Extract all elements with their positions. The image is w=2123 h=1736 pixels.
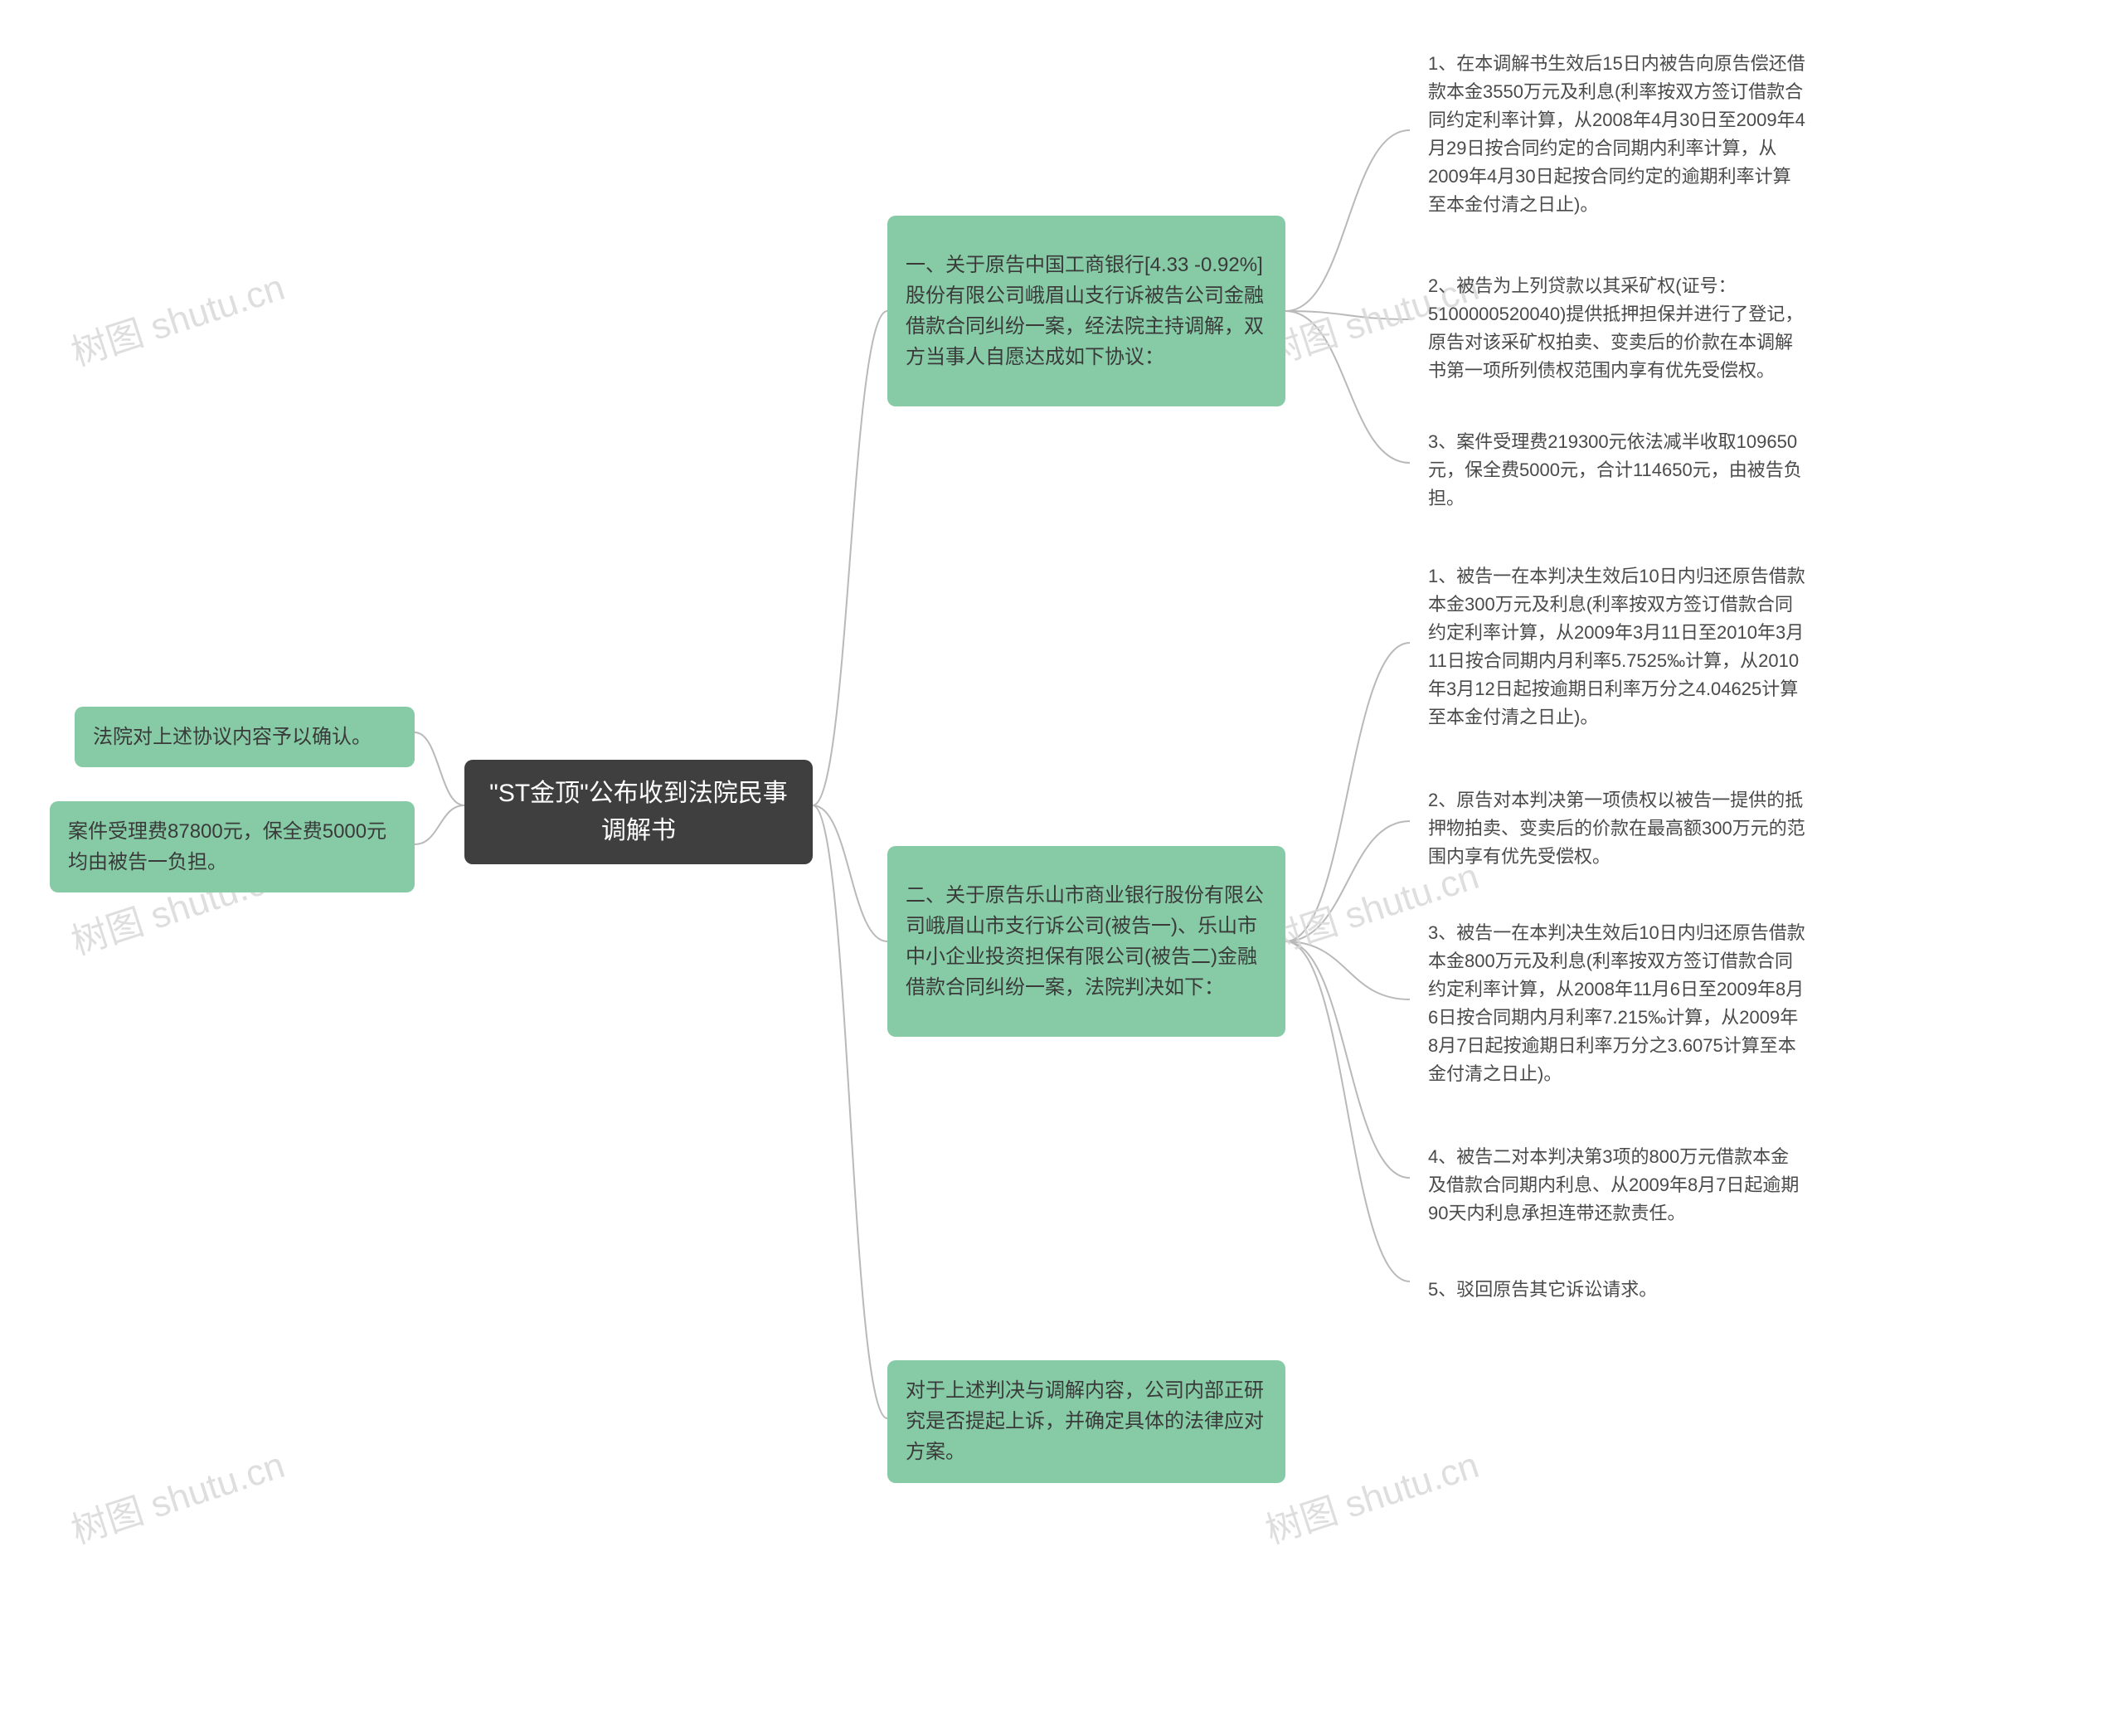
left-branch-2[interactable]: 案件受理费87800元，保全费5000元均由被告一负担。 [50,801,415,892]
leaf-1-2[interactable]: 2、被告为上列贷款以其采矿权(证号：5100000520040)提供抵押担保并进… [1410,257,1824,400]
right-branch-2[interactable]: 二、关于原告乐山市商业银行股份有限公司峨眉山市支行诉公司(被告一)、乐山市中小企… [887,846,1285,1037]
leaf-2-5[interactable]: 5、驳回原告其它诉讼请求。 [1410,1261,1824,1319]
root-node[interactable]: "ST金顶"公布收到法院民事调解书 [464,760,813,864]
left-branch-1[interactable]: 法院对上述协议内容予以确认。 [75,707,415,767]
right-branch-1[interactable]: 一、关于原告中国工商银行[4.33 -0.92%]股份有限公司峨眉山支行诉被告公… [887,216,1285,406]
watermark: 树图 shutu.cn [64,1435,290,1554]
leaf-2-3[interactable]: 3、被告一在本判决生效后10日内归还原告借款本金800万元及利息(利率按双方签订… [1410,904,1824,1104]
leaf-2-2[interactable]: 2、原告对本判决第一项债权以被告一提供的抵押物拍卖、变卖后的价款在最高额300万… [1410,771,1824,886]
right-branch-3[interactable]: 对于上述判决与调解内容，公司内部正研究是否提起上诉，并确定具体的法律应对方案。 [887,1360,1285,1483]
leaf-2-4[interactable]: 4、被告二对本判决第3项的800万元借款本金及借款合同期内利息、从2009年8月… [1410,1128,1824,1242]
leaf-1-1[interactable]: 1、在本调解书生效后15日内被告向原告偿还借款本金3550万元及利息(利率按双方… [1410,35,1824,235]
leaf-1-3[interactable]: 3、案件受理费219300元依法减半收取109650元，保全费5000元，合计1… [1410,413,1824,528]
leaf-2-1[interactable]: 1、被告一在本判决生效后10日内归还原告借款本金300万元及利息(利率按双方签订… [1410,547,1824,747]
watermark: 树图 shutu.cn [1258,1435,1484,1554]
mindmap-canvas: 树图 shutu.cn树图 shutu.cn树图 shutu.cn树图 shut… [0,0,2123,1736]
watermark: 树图 shutu.cn [64,257,290,376]
